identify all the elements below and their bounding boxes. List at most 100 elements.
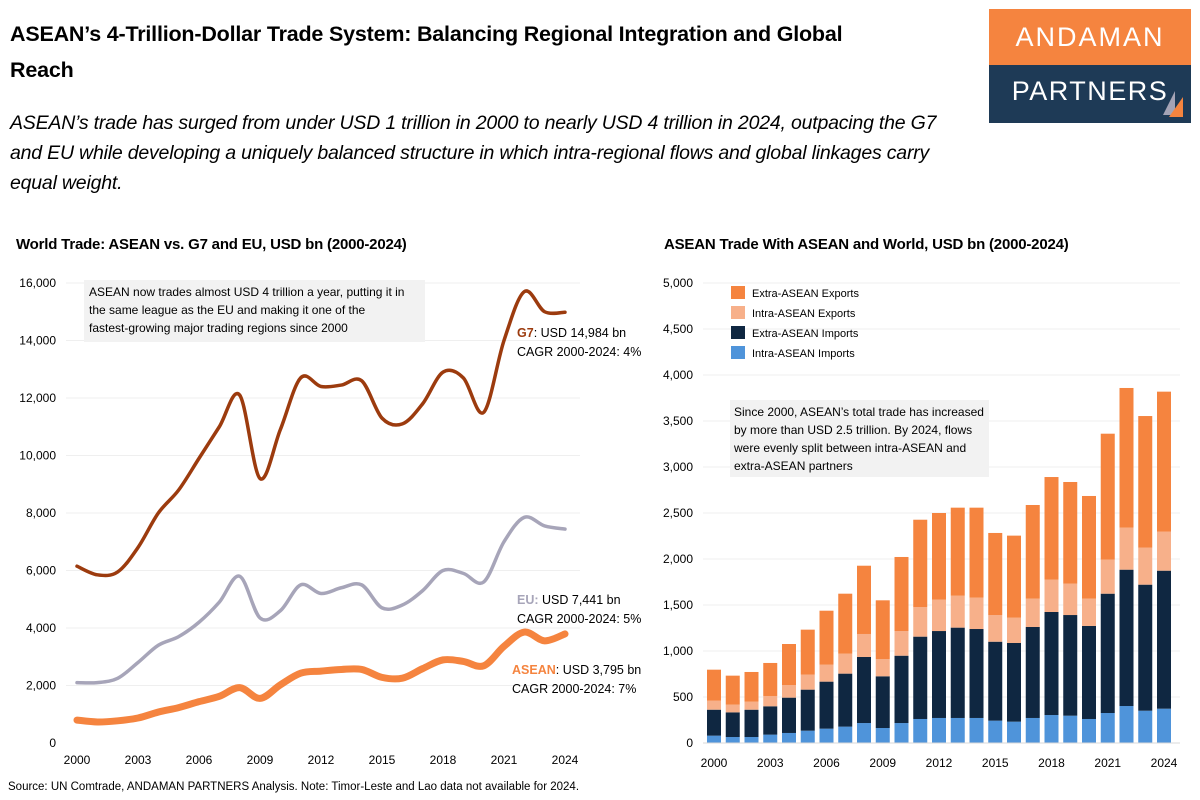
bar-intra-asean-imports <box>1100 713 1115 743</box>
bar-extra-asean-exports <box>725 675 740 705</box>
sail-icon <box>1163 91 1183 117</box>
bar-intra-asean-imports <box>988 720 1003 743</box>
bar-intra-asean-exports <box>782 685 796 698</box>
y-tick-label: 2,000 <box>26 679 56 693</box>
page-subtitle: ASEAN’s trade has surged from under USD … <box>10 112 937 194</box>
y-tick-label: 16,000 <box>19 276 56 290</box>
series-value: : USD 14,984 bn <box>534 326 626 340</box>
bar-extra-asean-imports <box>875 676 890 729</box>
series-value: : USD 3,795 bn <box>556 663 642 677</box>
right-chart-title: ASEAN Trade With ASEAN and World, USD bn… <box>664 236 1069 253</box>
bar-intra-asean-imports <box>950 717 965 743</box>
bar-intra-asean-exports <box>725 704 740 713</box>
y-tick-label: 6,000 <box>26 564 56 578</box>
bar-intra-asean-exports <box>932 599 946 632</box>
x-tick-label: 2012 <box>308 753 335 767</box>
x-tick-label: 2024 <box>552 753 579 767</box>
bar-extra-asean-imports <box>1007 642 1021 722</box>
bar-intra-asean-imports <box>707 735 721 743</box>
bar-intra-asean-imports <box>969 717 984 743</box>
bar-intra-asean-imports <box>1082 718 1096 743</box>
bar-extra-asean-imports <box>744 709 759 738</box>
bar-intra-asean-exports <box>763 695 778 707</box>
bar-extra-asean-exports <box>1007 535 1021 618</box>
series-label: EU: USD 7,441 bn <box>517 593 621 607</box>
y-tick-label: 500 <box>673 690 693 704</box>
bar-intra-asean-exports <box>969 597 984 630</box>
series-label: ASEAN: USD 3,795 bn <box>512 663 641 677</box>
line-g7 <box>75 289 567 578</box>
bar-intra-asean-exports <box>988 615 1003 642</box>
bar-extra-asean-exports <box>1100 433 1115 560</box>
y-tick-label: 12,000 <box>19 391 56 405</box>
bar-intra-asean-exports <box>1082 598 1096 626</box>
bar-intra-asean-exports <box>950 595 965 628</box>
line-eu <box>75 515 567 685</box>
bar-extra-asean-exports <box>932 513 946 600</box>
series-cagr: CAGR 2000-2024: 4% <box>517 345 641 359</box>
y-tick-label: 4,000 <box>663 368 693 382</box>
bar-intra-asean-imports <box>1119 706 1134 743</box>
bar-intra-asean-imports <box>913 718 928 743</box>
annotation-text: were evenly split between intra-ASEAN an… <box>733 441 966 455</box>
bar-intra-asean-exports <box>857 633 871 657</box>
x-tick-label: 2000 <box>64 753 91 767</box>
annotation-text: fastest-growing major trading regions si… <box>89 321 348 335</box>
bar-extra-asean-imports <box>1082 625 1096 719</box>
y-tick-label: 1,000 <box>663 644 693 658</box>
bar-intra-asean-exports <box>913 607 928 637</box>
y-tick-label: 2,500 <box>663 506 693 520</box>
bar-intra-asean-exports <box>1157 531 1171 571</box>
bar-intra-asean-exports <box>1007 617 1021 643</box>
bar-intra-asean-exports <box>1119 527 1134 570</box>
y-tick-label: 5,000 <box>663 276 693 290</box>
bar-extra-asean-exports <box>1082 495 1096 599</box>
y-tick-label: 1,500 <box>663 598 693 612</box>
y-tick-label: 8,000 <box>26 506 56 520</box>
annotation-box <box>84 280 425 342</box>
series-name: G7 <box>517 326 534 340</box>
x-tick-label: 2009 <box>247 753 274 767</box>
bar-extra-asean-imports <box>1025 626 1040 718</box>
y-tick-label: 0 <box>686 736 693 750</box>
annotation-text: extra-ASEAN partners <box>734 459 853 473</box>
bar-extra-asean-exports <box>988 532 1003 616</box>
legend-swatch <box>731 346 745 359</box>
legend-swatch <box>731 326 745 339</box>
bar-extra-asean-exports <box>1119 387 1134 528</box>
x-tick-label: 2012 <box>926 756 953 770</box>
x-tick-label: 2003 <box>125 753 152 767</box>
logo-line2: PARTNERS <box>989 65 1191 123</box>
bar-intra-asean-imports <box>819 728 834 743</box>
y-tick-label: 10,000 <box>19 449 56 463</box>
bar-extra-asean-imports <box>763 706 778 735</box>
bar-intra-asean-exports <box>819 664 834 682</box>
bar-intra-asean-exports <box>1138 547 1153 585</box>
legend-label: Intra-ASEAN Imports <box>752 348 855 360</box>
source-note: Source: UN Comtrade, ANDAMAN PARTNERS An… <box>8 781 580 793</box>
bar-intra-asean-exports <box>707 700 721 710</box>
x-tick-label: 2021 <box>1094 756 1121 770</box>
bar-extra-asean-exports <box>875 600 890 660</box>
bar-extra-asean-imports <box>950 627 965 718</box>
left-chart-title: World Trade: ASEAN vs. G7 and EU, USD bn… <box>16 236 407 253</box>
y-tick-label: 4,000 <box>26 621 56 635</box>
series-name: ASEAN <box>512 663 556 677</box>
series-name: EU: <box>517 593 539 607</box>
bar-intra-asean-imports <box>782 732 796 743</box>
y-tick-label: 2,000 <box>663 552 693 566</box>
bar-extra-asean-imports <box>725 712 740 738</box>
series-value: USD 7,441 bn <box>539 593 621 607</box>
legend-label: Extra-ASEAN Imports <box>752 328 859 340</box>
bar-intra-asean-imports <box>800 730 815 743</box>
bar-extra-asean-exports <box>1063 481 1078 584</box>
bar-extra-asean-exports <box>913 519 928 608</box>
legend-swatch <box>731 286 745 299</box>
series-cagr: CAGR 2000-2024: 5% <box>517 612 641 626</box>
bar-intra-asean-exports <box>1044 579 1059 612</box>
x-tick-label: 2021 <box>491 753 518 767</box>
bar-intra-asean-exports <box>744 701 759 710</box>
bar-extra-asean-imports <box>932 631 946 718</box>
bar-intra-asean-imports <box>725 737 740 743</box>
